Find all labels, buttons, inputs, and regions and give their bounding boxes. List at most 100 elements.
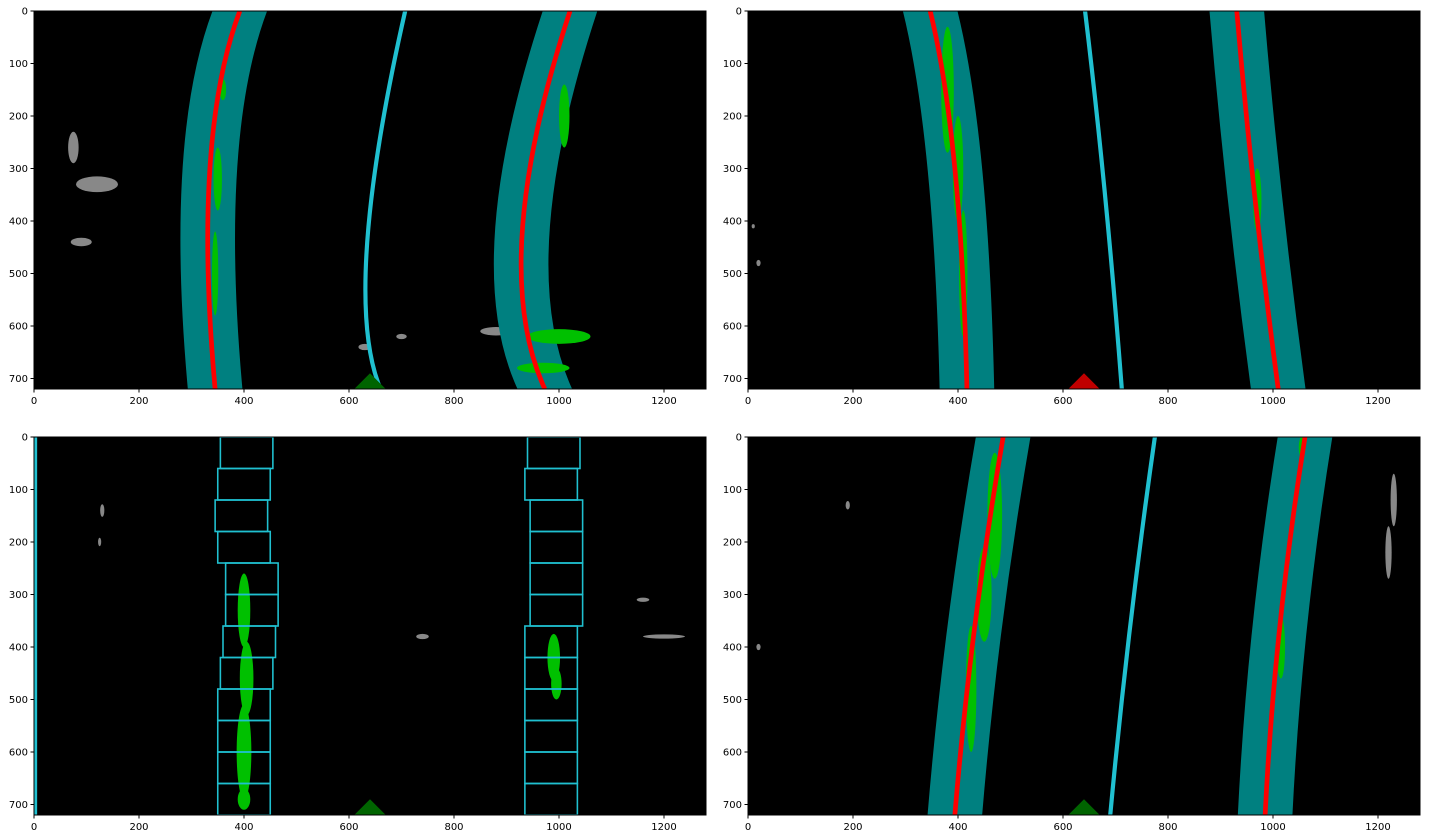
lane-pixels — [551, 668, 562, 700]
y-tick-label: 400 — [9, 217, 28, 228]
noise-pixels — [636, 597, 650, 602]
axes-frame — [33, 10, 707, 390]
y-tick-label: 400 — [723, 217, 742, 228]
lane-band — [493, 11, 598, 389]
image-background — [34, 437, 706, 815]
y-tick-label: 700 — [9, 374, 28, 385]
y-tick-label: 100 — [9, 59, 28, 70]
x-tick-label: 400 — [234, 822, 253, 833]
lane-pixels — [965, 626, 977, 752]
x-tick-label: 400 — [948, 396, 967, 407]
y-tick-label: 500 — [723, 695, 742, 706]
noise-pixels — [643, 634, 685, 639]
x-tick-label: 600 — [339, 396, 358, 407]
lane-fit — [952, 437, 1006, 815]
noise-pixels — [1390, 473, 1397, 527]
x-tick-label: 1000 — [546, 396, 571, 407]
x-tick-label: 800 — [1158, 396, 1177, 407]
x-tick-label: 400 — [234, 396, 253, 407]
x-tick-label: 1000 — [1260, 396, 1285, 407]
noise-pixels — [70, 237, 92, 247]
y-tick-label: 200 — [723, 112, 742, 123]
x-tick-label: 1200 — [651, 396, 676, 407]
x-tick-label: 200 — [843, 396, 862, 407]
noise-pixels — [68, 131, 79, 164]
x-tick-label: 1200 — [651, 822, 676, 833]
y-tick-label: 0 — [22, 433, 28, 444]
y-tick-label: 200 — [9, 112, 28, 123]
y-tick-label: 600 — [9, 748, 28, 759]
y-tick-label: 100 — [723, 485, 742, 496]
x-tick-label: 200 — [129, 396, 148, 407]
lane-pixels — [987, 452, 1003, 579]
x-tick-label: 600 — [1053, 396, 1072, 407]
noise-pixels — [98, 537, 102, 547]
noise-pixels — [756, 643, 761, 651]
lane-fit — [205, 11, 243, 389]
axes-frame — [747, 10, 1421, 390]
car-marker — [1068, 799, 1100, 815]
noise-pixels — [845, 501, 850, 510]
lane-pixels — [527, 329, 591, 344]
image-background — [748, 11, 1420, 389]
y-tick-label: 300 — [723, 164, 742, 175]
y-tick-label: 100 — [9, 485, 28, 496]
center-line — [363, 11, 408, 389]
x-tick-label: 0 — [31, 822, 37, 833]
search-window — [219, 437, 274, 470]
image-content — [34, 437, 685, 815]
y-tick-label: 500 — [723, 269, 742, 280]
y-tick-label: 0 — [736, 433, 742, 444]
y-tick-label: 300 — [9, 164, 28, 175]
center-line — [1082, 11, 1124, 389]
x-tick-label: 0 — [31, 396, 37, 407]
lane-pixels — [211, 231, 219, 316]
y-tick-label: 700 — [723, 800, 742, 811]
noise-pixels — [100, 504, 105, 517]
y-tick-label: 200 — [9, 538, 28, 549]
y-tick-label: 100 — [723, 59, 742, 70]
x-tick-label: 1000 — [546, 822, 571, 833]
lane-band — [180, 11, 268, 389]
image-content — [751, 11, 1306, 389]
noise-pixels — [756, 259, 761, 267]
lane-pixels — [237, 573, 251, 647]
x-tick-label: 1000 — [1260, 822, 1285, 833]
noise-pixels — [751, 224, 755, 229]
car-marker — [354, 799, 386, 815]
x-tick-label: 800 — [444, 822, 463, 833]
x-tick-label: 200 — [129, 822, 148, 833]
x-tick-label: 600 — [1053, 822, 1072, 833]
y-tick-label: 300 — [9, 590, 28, 601]
y-tick-label: 700 — [9, 800, 28, 811]
lane-fit — [518, 11, 573, 389]
lane-pixels — [239, 641, 254, 716]
y-tick-label: 600 — [723, 748, 742, 759]
noise-pixels — [76, 176, 118, 193]
y-tick-label: 500 — [9, 269, 28, 280]
x-tick-label: 1200 — [1365, 396, 1390, 407]
image-content — [756, 437, 1397, 815]
y-tick-label: 0 — [22, 7, 28, 18]
y-tick-label: 300 — [723, 590, 742, 601]
axes-frame — [33, 436, 707, 816]
x-tick-label: 800 — [444, 396, 463, 407]
noise-pixels — [1385, 526, 1392, 579]
axes-frame — [747, 436, 1421, 816]
y-tick-label: 600 — [9, 322, 28, 333]
x-tick-label: 0 — [745, 822, 751, 833]
lane-fit — [1234, 11, 1281, 389]
lane-pixels — [517, 362, 570, 374]
search-window — [526, 437, 581, 470]
noise-pixels — [416, 633, 429, 640]
center-line — [1108, 437, 1157, 815]
y-tick-label: 700 — [723, 374, 742, 385]
x-tick-label: 600 — [339, 822, 358, 833]
y-tick-label: 600 — [723, 322, 742, 333]
x-tick-label: 800 — [1158, 822, 1177, 833]
lane-band — [902, 11, 995, 389]
y-tick-label: 400 — [723, 643, 742, 654]
y-tick-label: 500 — [9, 695, 28, 706]
lane-pixels — [559, 84, 570, 148]
